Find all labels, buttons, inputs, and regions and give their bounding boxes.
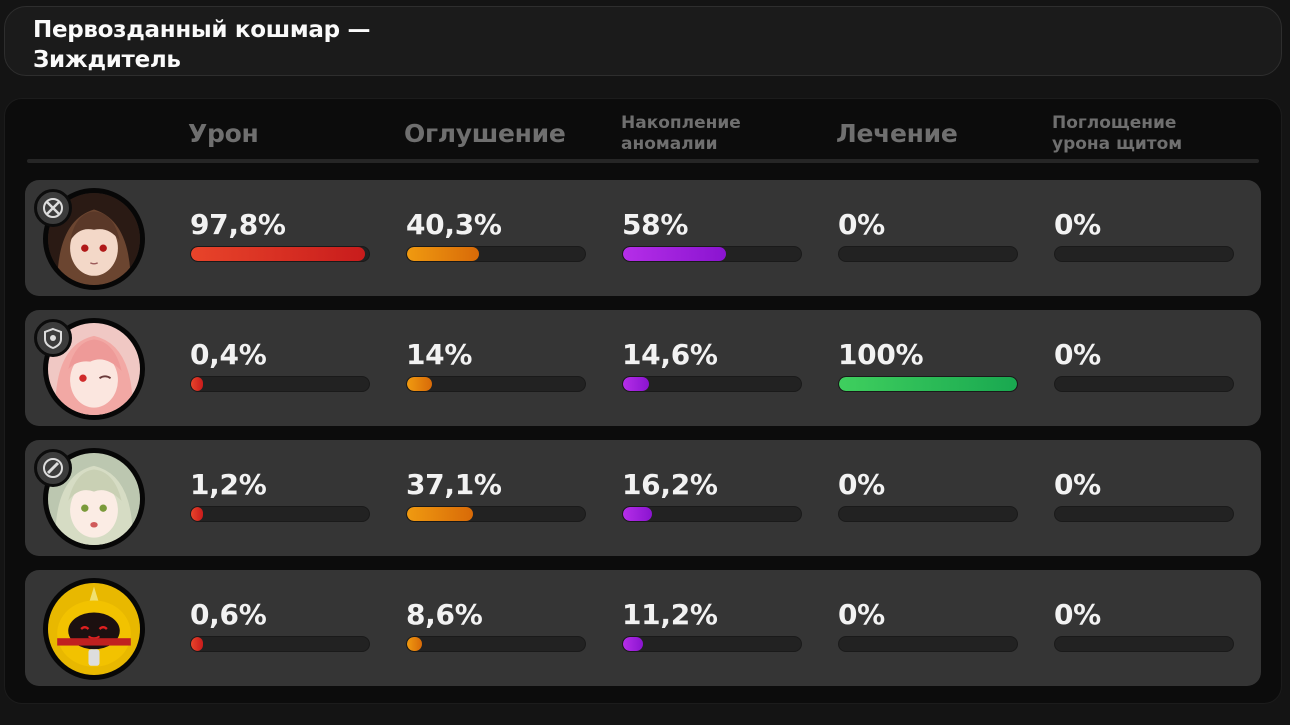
column-header-daze: Оглушение <box>404 119 566 148</box>
progress-fill-daze <box>407 637 423 651</box>
stat-cell-anomaly: 16,2% <box>622 470 802 522</box>
progress-fill-anomaly <box>623 637 643 651</box>
progress-bar-damage <box>190 376 370 392</box>
stat-value-shield: 0% <box>1054 338 1101 371</box>
stat-cell-anomaly: 14,6% <box>622 340 802 392</box>
stat-cell-healing: 0% <box>838 600 1018 652</box>
stat-value-healing: 100% <box>838 338 924 371</box>
column-header-damage: Урон <box>188 119 259 148</box>
column-header-healing: Лечение <box>836 119 958 148</box>
bangboo-yellow-portrait-icon <box>43 578 145 680</box>
progress-fill-anomaly <box>623 247 727 261</box>
column-header-shield: Поглощение урона щитом <box>1052 113 1183 154</box>
progress-bar-damage <box>190 506 370 522</box>
progress-fill-damage <box>191 247 366 261</box>
stat-value-anomaly: 58% <box>622 208 689 241</box>
progress-bar-shield <box>1054 506 1234 522</box>
stat-cell-daze: 40,3% <box>406 210 586 262</box>
column-header-anomaly: Накопление аномалии <box>621 113 741 154</box>
stat-value-shield: 0% <box>1054 598 1101 631</box>
header-divider <box>27 159 1259 163</box>
progress-bar-daze <box>406 506 586 522</box>
stat-value-daze: 8,6% <box>406 598 483 631</box>
stats-panel: Урон Оглушение Накопление аномалии Лечен… <box>4 98 1282 704</box>
progress-bar-anomaly <box>622 636 802 652</box>
stat-value-shield: 0% <box>1054 468 1101 501</box>
stat-cell-healing: 100% <box>838 340 1018 392</box>
stat-cell-shield: 0% <box>1054 340 1234 392</box>
progress-bar-shield <box>1054 246 1234 262</box>
title-bar: Первозданный кошмар — Зиждитель <box>4 6 1282 76</box>
stat-cell-damage: 0,4% <box>190 340 370 392</box>
progress-bar-anomaly <box>622 246 802 262</box>
stat-value-daze: 40,3% <box>406 208 502 241</box>
progress-bar-damage <box>190 246 370 262</box>
column-header-row: Урон Оглушение Накопление аномалии Лечен… <box>5 99 1281 163</box>
progress-bar-healing <box>838 506 1018 522</box>
progress-fill-damage <box>191 637 203 651</box>
stat-value-shield: 0% <box>1054 208 1101 241</box>
stat-cell-damage: 1,2% <box>190 470 370 522</box>
progress-bar-daze <box>406 636 586 652</box>
progress-bar-healing <box>838 636 1018 652</box>
stat-cell-healing: 0% <box>838 210 1018 262</box>
stat-cell-shield: 0% <box>1054 600 1234 652</box>
progress-fill-daze <box>407 507 474 521</box>
stat-cell-daze: 8,6% <box>406 600 586 652</box>
progress-fill-anomaly <box>623 377 649 391</box>
agent-row: 0,4% 14% 14,6% 100% 0% <box>25 310 1261 426</box>
stat-cell-anomaly: 11,2% <box>622 600 802 652</box>
stat-value-anomaly: 11,2% <box>622 598 718 631</box>
progress-bar-damage <box>190 636 370 652</box>
stat-value-damage: 0,4% <box>190 338 267 371</box>
stat-cell-shield: 0% <box>1054 210 1234 262</box>
stat-value-anomaly: 14,6% <box>622 338 718 371</box>
progress-bar-daze <box>406 246 586 262</box>
stat-value-damage: 1,2% <box>190 468 267 501</box>
stat-value-healing: 0% <box>838 598 885 631</box>
progress-bar-shield <box>1054 636 1234 652</box>
attack-role-icon <box>34 189 72 227</box>
stat-value-healing: 0% <box>838 468 885 501</box>
progress-fill-anomaly <box>623 507 652 521</box>
agent-row: 0,6% 8,6% 11,2% 0% 0% <box>25 570 1261 686</box>
progress-fill-healing <box>839 377 1017 391</box>
progress-bar-healing <box>838 376 1018 392</box>
agent-row: 1,2% 37,1% 16,2% 0% 0% <box>25 440 1261 556</box>
progress-bar-healing <box>838 246 1018 262</box>
page-title: Первозданный кошмар — Зиждитель <box>33 17 371 73</box>
progress-fill-damage <box>191 377 203 391</box>
progress-bar-shield <box>1054 376 1234 392</box>
progress-bar-anomaly <box>622 506 802 522</box>
stat-cell-healing: 0% <box>838 470 1018 522</box>
agent-row: 97,8% 40,3% 58% 0% 0% <box>25 180 1261 296</box>
stat-value-daze: 14% <box>406 338 473 371</box>
anomaly-role-icon <box>34 449 72 487</box>
progress-fill-daze <box>407 247 479 261</box>
stat-value-damage: 97,8% <box>190 208 286 241</box>
support-role-icon <box>34 319 72 357</box>
stat-cell-daze: 14% <box>406 340 586 392</box>
stat-cell-damage: 0,6% <box>190 600 370 652</box>
green-haired-agent-portrait-icon <box>43 448 145 550</box>
stat-value-daze: 37,1% <box>406 468 502 501</box>
progress-bar-daze <box>406 376 586 392</box>
stat-value-damage: 0,6% <box>190 598 267 631</box>
stat-value-healing: 0% <box>838 208 885 241</box>
stat-cell-daze: 37,1% <box>406 470 586 522</box>
progress-fill-damage <box>191 507 203 521</box>
stat-cell-damage: 97,8% <box>190 210 370 262</box>
stat-value-anomaly: 16,2% <box>622 468 718 501</box>
progress-fill-daze <box>407 377 432 391</box>
stat-cell-anomaly: 58% <box>622 210 802 262</box>
progress-bar-anomaly <box>622 376 802 392</box>
stat-cell-shield: 0% <box>1054 470 1234 522</box>
